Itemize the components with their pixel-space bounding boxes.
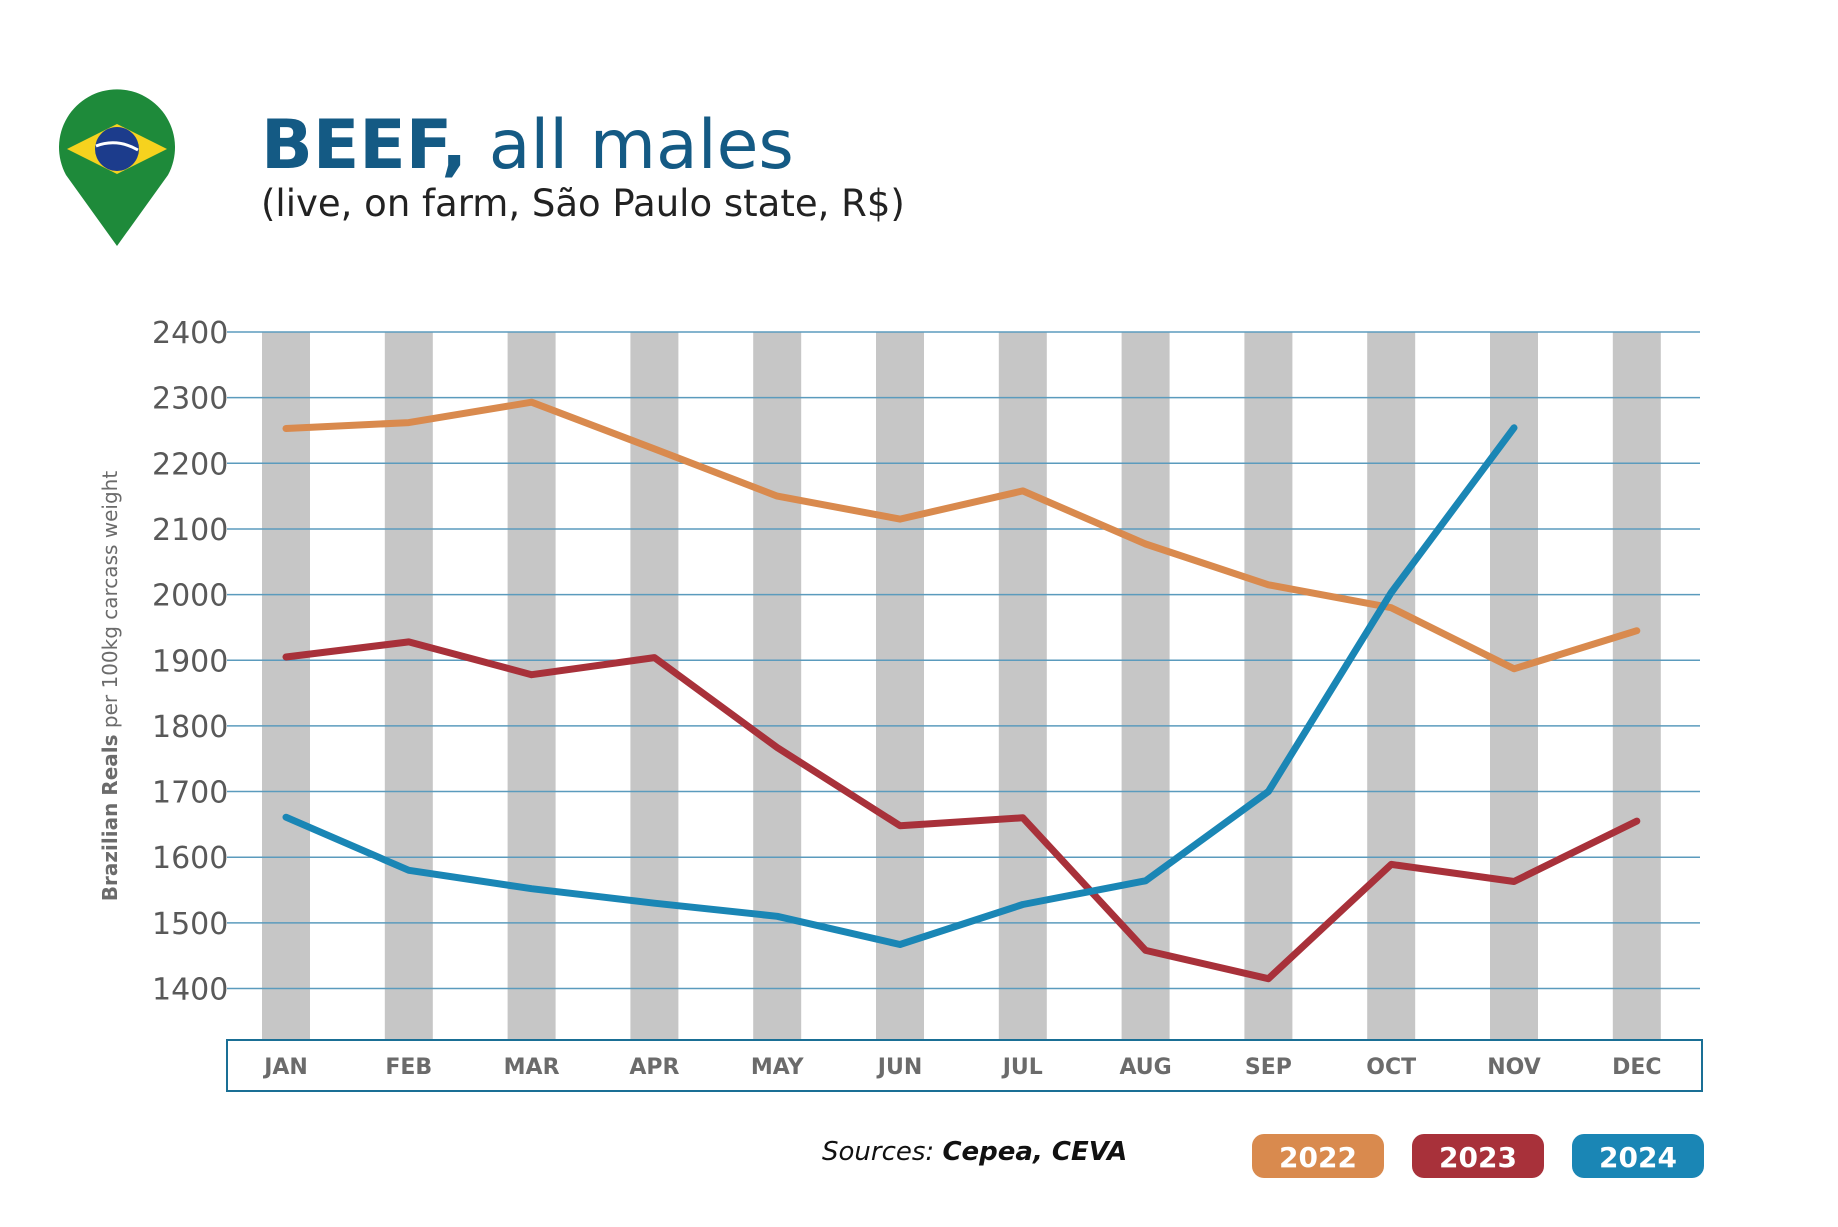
chart-subtitle: (live, on farm, São Paulo state, R$)	[261, 182, 905, 225]
y-tick-label: 1400	[152, 973, 228, 1008]
y-tick-label: 1700	[152, 776, 228, 811]
x-tick-label: FEB	[385, 1055, 432, 1080]
month-band	[507, 332, 556, 1040]
month-band	[753, 332, 802, 1040]
brazil-flag-map-pin-icon	[58, 89, 176, 246]
legend-item-2023: 2023	[1412, 1134, 1544, 1178]
y-tick-label: 1500	[152, 907, 228, 942]
y-tick-label: 2100	[152, 513, 228, 548]
gridlines	[227, 331, 1700, 990]
month-band	[630, 332, 679, 1040]
legend-item-2022: 2022	[1252, 1134, 1384, 1178]
x-tick-label: MAY	[751, 1055, 805, 1080]
y-tick-label: 2000	[152, 579, 228, 614]
month-band	[1612, 332, 1661, 1040]
legend-label: 2024	[1599, 1141, 1677, 1174]
month-band	[262, 332, 310, 1040]
month-band	[384, 332, 433, 1040]
x-tick-label: OCT	[1366, 1055, 1416, 1080]
legend-swatch	[1252, 1134, 1384, 1178]
month-band	[876, 332, 924, 1040]
x-tick-label: APR	[629, 1055, 679, 1080]
month-band	[1244, 332, 1293, 1040]
y-tick-label: 1800	[152, 710, 228, 745]
legend-swatch	[1412, 1134, 1544, 1178]
legend-label: 2023	[1439, 1141, 1517, 1174]
x-tick-label: JAN	[262, 1055, 308, 1080]
month-band	[1121, 332, 1170, 1040]
month-band	[1490, 332, 1538, 1040]
y-tick-labels: 2400 2300 2200 2100 2000 1900 1800 1700 1600 1500…	[152, 316, 228, 1008]
y-axis-label: Brazilian Reals per 100kg carcass weight	[98, 471, 122, 902]
x-tick-label: JUN	[876, 1055, 922, 1080]
series-line-2022	[282, 398, 1641, 673]
series-lines	[282, 398, 1641, 983]
series-line-2024	[282, 424, 1518, 948]
x-tick-labels: JAN FEB MAR APR MAY JUN JUL AUG SEP OCT NOV DEC	[262, 1055, 1661, 1080]
x-tick-label: DEC	[1612, 1055, 1661, 1080]
x-tick-label: JUL	[1001, 1055, 1043, 1080]
chart-title: BEEF, all males	[261, 106, 794, 185]
x-tick-label: SEP	[1245, 1055, 1292, 1080]
x-axis-box	[226, 1039, 1703, 1092]
legend: 2022 2023 2024	[1252, 1134, 1704, 1178]
y-tick-label: 1900	[152, 644, 228, 679]
legend-item-2024: 2024	[1572, 1134, 1704, 1178]
source-note: Sources: Cepea, CEVA	[822, 1137, 1127, 1167]
legend-swatch	[1572, 1134, 1704, 1178]
legend-label: 2022	[1279, 1141, 1357, 1174]
month-band	[998, 332, 1047, 1040]
x-tick-label: MAR	[504, 1055, 560, 1080]
x-tick-label: AUG	[1119, 1055, 1171, 1080]
series-line-2023	[282, 638, 1641, 983]
y-tick-label: 2200	[152, 447, 228, 482]
month-band	[1367, 332, 1416, 1040]
x-tick-label: NOV	[1487, 1055, 1541, 1080]
y-tick-label: 1600	[152, 841, 228, 876]
month-bands	[262, 332, 1661, 1040]
y-tick-label: 2300	[152, 382, 228, 417]
y-tick-label: 2400	[152, 316, 228, 351]
